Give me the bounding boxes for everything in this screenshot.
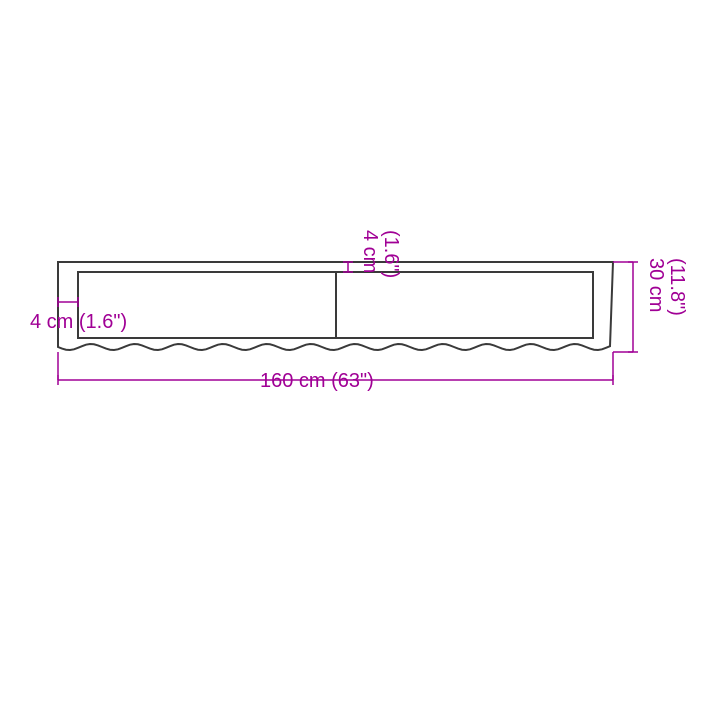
drawing-svg [0, 0, 720, 720]
left-gap-label: 4 cm (1.6") [30, 310, 127, 334]
dimension-diagram: 160 cm (63") 30 cm (11.8") 4 cm (1.6") 4… [0, 0, 720, 720]
width-label: 160 cm (63") [260, 369, 374, 393]
center-gap-label-line2: (1.6") [379, 230, 403, 278]
inner-outline [78, 272, 593, 338]
dimension-lines [58, 262, 638, 385]
height-label-line2: (11.8") [665, 258, 689, 316]
